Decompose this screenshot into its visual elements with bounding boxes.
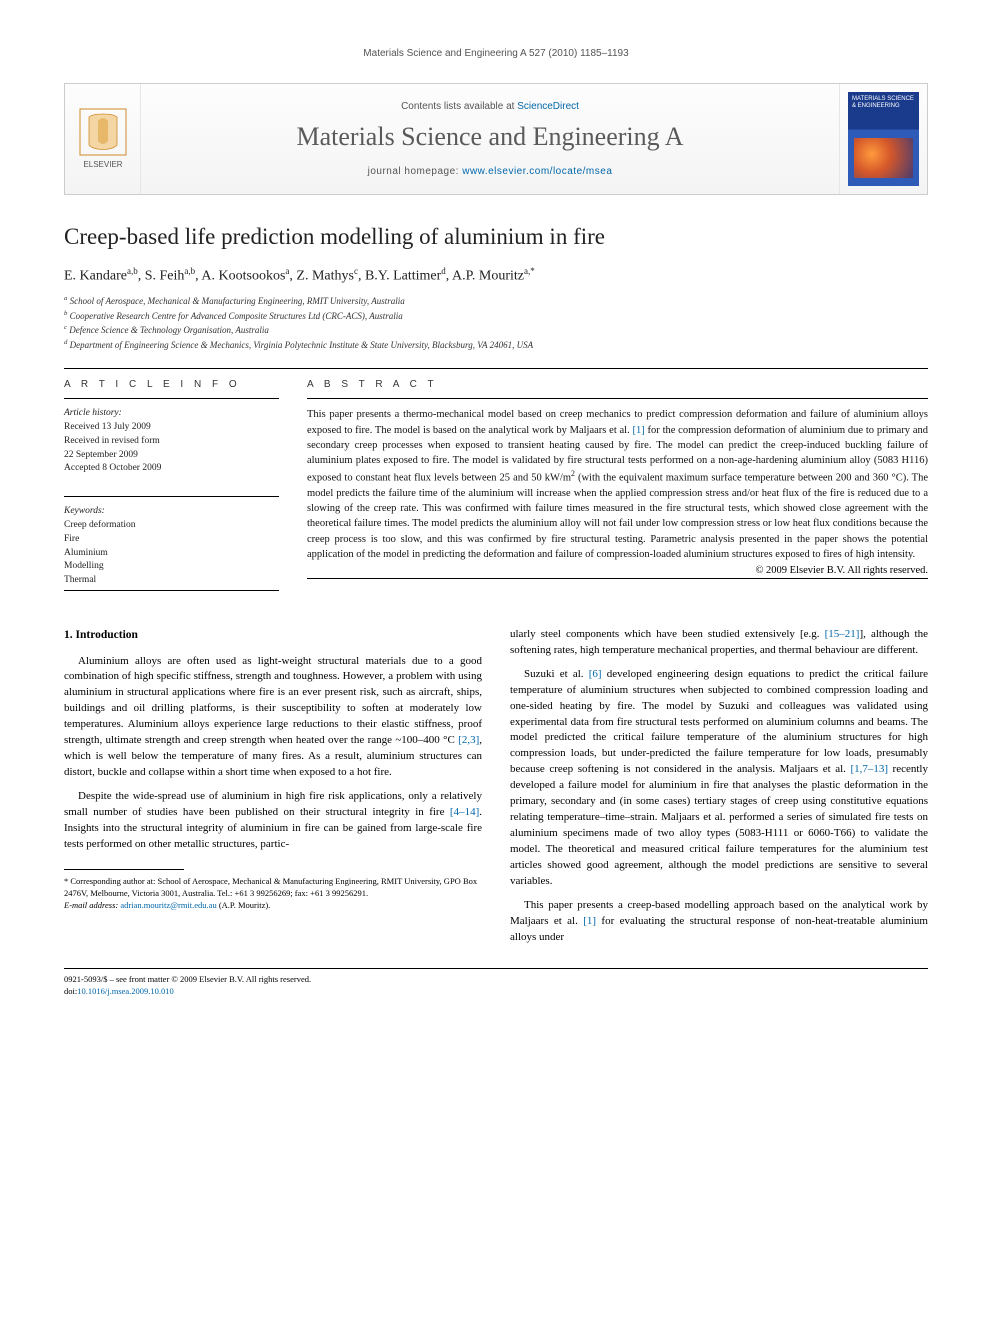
section-heading: 1. Introduction — [64, 627, 482, 644]
history-heading: Article history: — [64, 407, 279, 421]
abstract-column: A B S T R A C T This paper presents a th… — [307, 379, 928, 598]
cite-link[interactable]: [4–14] — [450, 806, 479, 818]
article-title: Creep-based life prediction modelling of… — [64, 223, 928, 252]
info-rule — [64, 398, 279, 399]
cite-link[interactable]: [2,3] — [458, 734, 479, 746]
info-rule — [64, 590, 279, 591]
history-line: Received in revised form — [64, 435, 279, 449]
keywords-heading: Keywords: — [64, 505, 279, 519]
cite-link[interactable]: [1,7–13] — [850, 763, 888, 775]
cover-thumb-art — [854, 138, 913, 178]
doi-line: doi:10.1016/j.msea.2009.10.010 — [64, 986, 928, 998]
footnotes: * Corresponding author at: School of Aer… — [64, 876, 482, 912]
article-history: Article history: Received 13 July 2009 R… — [64, 407, 279, 476]
journal-name: Materials Science and Engineering A — [297, 122, 684, 152]
body-paragraph: ularly steel components which have been … — [510, 627, 928, 659]
contents-prefix: Contents lists available at — [401, 101, 517, 112]
keyword: Modelling — [64, 560, 279, 574]
affiliations: a School of Aerospace, Mechanical & Manu… — [64, 294, 928, 352]
title-divider — [64, 368, 928, 369]
cover-thumb-title: MATERIALS SCIENCE & ENGINEERING — [852, 96, 915, 109]
body-paragraph: This paper presents a creep-based modell… — [510, 898, 928, 946]
email-suffix: (A.P. Mouritz). — [219, 900, 270, 910]
abstract-rule-bottom — [307, 578, 928, 579]
affiliation: d Department of Engineering Science & Me… — [64, 338, 928, 353]
keyword: Aluminium — [64, 547, 279, 561]
cite-link[interactable]: [15–21] — [825, 628, 860, 640]
body-column-right: ularly steel components which have been … — [510, 627, 928, 954]
history-line: Received 13 July 2009 — [64, 421, 279, 435]
doi-prefix: doi: — [64, 986, 77, 996]
affiliation: a School of Aerospace, Mechanical & Manu… — [64, 294, 928, 309]
doi-link[interactable]: 10.1016/j.msea.2009.10.010 — [77, 986, 174, 996]
info-rule — [64, 496, 279, 497]
svg-text:ELSEVIER: ELSEVIER — [83, 160, 122, 169]
email-line: E-mail address: adrian.mouritz@rmit.edu.… — [64, 900, 482, 912]
masthead-center: Contents lists available at ScienceDirec… — [141, 84, 839, 194]
cite-link[interactable]: [1] — [633, 425, 645, 436]
bottom-matter: 0921-5093/$ – see front matter © 2009 El… — [64, 968, 928, 998]
body-paragraph: Despite the wide-spread use of aluminium… — [64, 789, 482, 853]
corresponding-author-note: * Corresponding author at: School of Aer… — [64, 876, 482, 900]
footnote-separator — [64, 869, 184, 870]
body-paragraph: Aluminium alloys are often used as light… — [64, 654, 482, 782]
masthead-cover: MATERIALS SCIENCE & ENGINEERING — [839, 84, 927, 194]
abstract-copyright: © 2009 Elsevier B.V. All rights reserved… — [307, 565, 928, 576]
author-list: E. Kandarea,b, S. Feiha,b, A. Kootsookos… — [64, 266, 928, 285]
abstract-text: This paper presents a thermo-mechanical … — [307, 407, 928, 562]
cite-link[interactable]: [1] — [583, 915, 596, 927]
journal-cover-icon: MATERIALS SCIENCE & ENGINEERING — [848, 92, 919, 186]
history-line: Accepted 8 October 2009 — [64, 462, 279, 476]
keywords: Keywords: Creep deformation Fire Alumini… — [64, 505, 279, 588]
sciencedirect-link[interactable]: ScienceDirect — [517, 101, 579, 112]
homepage-prefix: journal homepage: — [368, 166, 463, 177]
keyword: Fire — [64, 533, 279, 547]
body-column-left: 1. Introduction Aluminium alloys are oft… — [64, 627, 482, 954]
elsevier-logo-icon: ELSEVIER — [74, 107, 132, 171]
email-link[interactable]: adrian.mouritz@rmit.edu.au — [120, 900, 216, 910]
affiliation: b Cooperative Research Centre for Advanc… — [64, 309, 928, 324]
body-text: 1. Introduction Aluminium alloys are oft… — [64, 627, 928, 954]
keyword: Thermal — [64, 574, 279, 588]
masthead: ELSEVIER Contents lists available at Sci… — [64, 83, 928, 195]
keyword: Creep deformation — [64, 519, 279, 533]
cite-link[interactable]: [6] — [589, 668, 602, 680]
contents-available: Contents lists available at ScienceDirec… — [401, 101, 579, 112]
history-line: 22 September 2009 — [64, 449, 279, 463]
article-info-column: A R T I C L E I N F O Article history: R… — [64, 379, 279, 598]
body-paragraph: Suzuki et al. [6] developed engineering … — [510, 667, 928, 890]
article-info-label: A R T I C L E I N F O — [64, 379, 279, 390]
email-label: E-mail address: — [64, 900, 118, 910]
running-header: Materials Science and Engineering A 527 … — [64, 48, 928, 59]
journal-homepage: journal homepage: www.elsevier.com/locat… — [368, 166, 613, 177]
front-matter-line: 0921-5093/$ – see front matter © 2009 El… — [64, 974, 928, 986]
affiliation: c Defence Science & Technology Organisat… — [64, 323, 928, 338]
abstract-label: A B S T R A C T — [307, 379, 928, 390]
abstract-rule — [307, 398, 928, 399]
homepage-link[interactable]: www.elsevier.com/locate/msea — [462, 166, 612, 177]
masthead-publisher: ELSEVIER — [65, 84, 141, 194]
